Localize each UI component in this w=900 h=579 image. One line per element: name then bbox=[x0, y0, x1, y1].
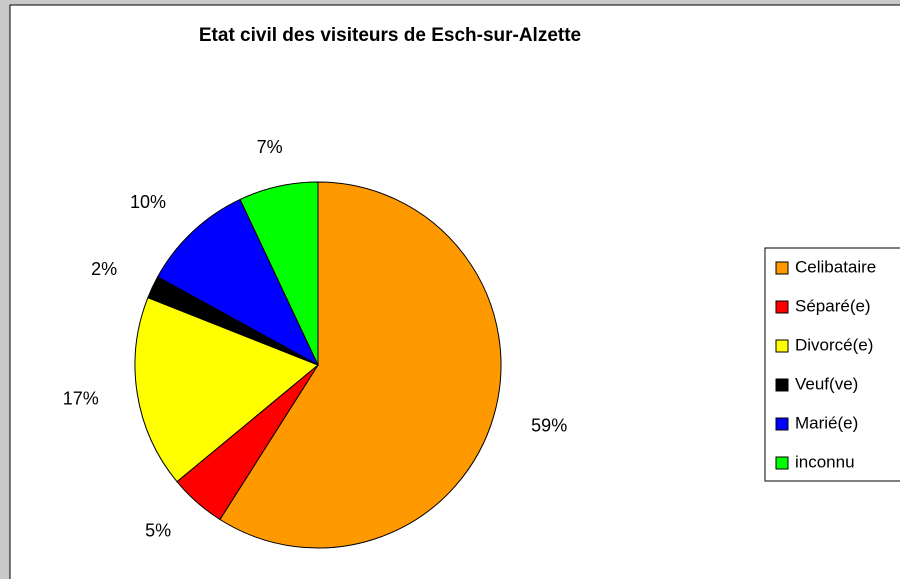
legend-swatch bbox=[775, 300, 789, 314]
legend-swatch bbox=[775, 261, 789, 275]
legend-swatch bbox=[775, 378, 789, 392]
legend-swatch bbox=[775, 339, 789, 353]
data-label: 7% bbox=[257, 137, 283, 157]
data-label: 59% bbox=[531, 416, 567, 436]
legend-label: Marié(e) bbox=[795, 413, 858, 432]
data-label: 17% bbox=[63, 388, 99, 408]
data-label: 10% bbox=[130, 192, 166, 212]
pie-slice bbox=[156, 198, 320, 367]
legend: Celibataire Séparé(e) Divorcé(e) Veuf(ve) Ma… bbox=[775, 257, 876, 471]
legend-box bbox=[764, 247, 900, 482]
legend-label: Séparé(e) bbox=[795, 296, 871, 315]
pie: 59% 5% 17% 2% 10% 7% bbox=[63, 137, 567, 549]
legend-label: Celibataire bbox=[795, 257, 876, 276]
data-label: 2% bbox=[91, 259, 117, 279]
legend-swatch bbox=[775, 456, 789, 470]
legend-swatch bbox=[775, 417, 789, 431]
legend-label: inconnu bbox=[795, 452, 855, 471]
chart-title: Etat civil des visiteurs de Esch-sur-Alz… bbox=[199, 25, 581, 46]
pie-slice bbox=[219, 181, 502, 549]
pie-slice bbox=[239, 181, 319, 366]
data-label: 5% bbox=[145, 520, 171, 540]
legend-label: Veuf(ve) bbox=[795, 374, 858, 393]
legend-label: Divorcé(e) bbox=[795, 335, 873, 354]
pie-slice bbox=[134, 296, 319, 483]
